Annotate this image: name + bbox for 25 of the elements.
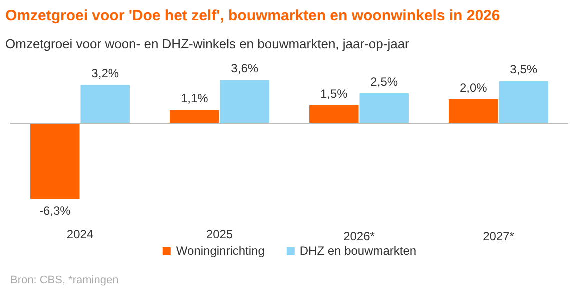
bar bbox=[30, 124, 80, 200]
data-label: 3,6% bbox=[231, 62, 259, 76]
data-label: -6,3% bbox=[39, 204, 72, 218]
chart-subtitle: Omzetgroei voor woon- en DHZ-winkels en bouwmarkten, jaar-op-jaar bbox=[6, 36, 410, 52]
x-tick-label: 2024 bbox=[66, 227, 94, 242]
x-tick-label: 2025 bbox=[206, 227, 234, 242]
data-label: 2,5% bbox=[370, 74, 398, 89]
data-label: 2,0% bbox=[460, 80, 488, 95]
legend-label: DHZ en bouwmarkten bbox=[300, 244, 417, 258]
x-tick-label: 2027* bbox=[483, 229, 515, 244]
chart-title: Omzetgroei voor 'Doe het zelf', bouwmarkten en woonwinkels in 2026 bbox=[6, 8, 500, 24]
bar bbox=[80, 85, 130, 124]
text: Bron: CBS, *ramingen bbox=[10, 274, 119, 286]
bar bbox=[310, 106, 359, 124]
bar bbox=[360, 94, 409, 124]
x-tick-label: 2026* bbox=[344, 229, 376, 244]
legend-label: Woninginrichting bbox=[176, 244, 265, 258]
bar bbox=[449, 100, 498, 124]
data-label: 3,5% bbox=[510, 62, 538, 77]
data-label: 1,5% bbox=[320, 86, 348, 101]
bar bbox=[220, 80, 270, 124]
data-label: 1,1% bbox=[180, 92, 209, 106]
data-label: 3,2% bbox=[92, 66, 120, 80]
bar bbox=[170, 110, 220, 124]
bar bbox=[499, 81, 548, 124]
